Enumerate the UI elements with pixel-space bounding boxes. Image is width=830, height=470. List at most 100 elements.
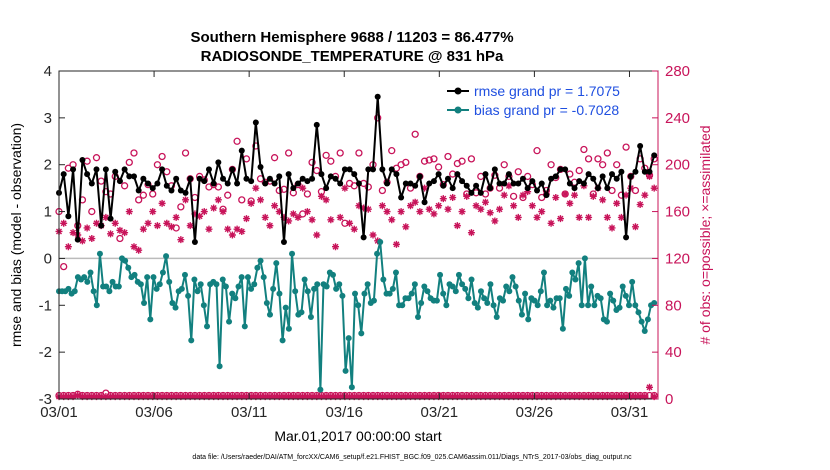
bias-point — [339, 292, 346, 299]
rmse-point — [440, 182, 447, 189]
rmse-point — [84, 171, 91, 178]
bias-point — [156, 281, 163, 288]
obs-possible-point — [303, 190, 312, 198]
bias-point — [109, 278, 116, 285]
obs-possible-point — [120, 182, 129, 190]
obs-bottom-assimilated-point — [580, 393, 588, 401]
bias-point — [522, 290, 529, 297]
obs-bottom-assimilated-point — [322, 393, 330, 401]
obs-assimilated-point — [613, 199, 621, 207]
bias-point — [619, 283, 626, 290]
obs-assimilated-point — [519, 191, 527, 199]
obs-possible-point — [92, 154, 101, 162]
bias-point — [465, 295, 472, 302]
obs-possible-point — [575, 166, 583, 175]
bias-point — [270, 285, 277, 292]
obs-bottom-assimilated-point — [116, 393, 124, 401]
obs-bottom-assimilated-point — [378, 393, 386, 401]
obs-possible-point — [224, 191, 232, 199]
y-right-tick-label: 80 — [665, 297, 682, 314]
obs-possible-point — [158, 152, 166, 161]
x-axis-label: Mar.01,2017 00:00:00 start — [274, 428, 441, 444]
rmse-point — [337, 180, 344, 187]
obs-assimilated-point — [486, 209, 494, 217]
bias-point — [103, 283, 110, 290]
bias-point — [629, 278, 636, 285]
bias-point — [355, 302, 362, 309]
x-tick-label: 03/31 — [611, 404, 649, 421]
rmse-point — [346, 166, 353, 173]
bias-point — [540, 269, 547, 276]
obs-assimilated-point — [472, 202, 480, 210]
obs-bottom-assimilated-point — [641, 393, 649, 401]
obs-assimilated-point — [60, 219, 68, 227]
rmse-point — [398, 194, 405, 201]
rmse-point — [370, 166, 377, 173]
bias-point — [626, 302, 633, 309]
obs-possible-point — [116, 234, 124, 243]
obs-bottom-assimilated-point — [200, 393, 208, 401]
obs-possible-point — [603, 149, 611, 157]
obs-bottom-assimilated-point — [289, 393, 297, 401]
obs-assimilated-point — [406, 202, 414, 210]
obs-assimilated-point — [317, 192, 325, 200]
obs-assimilated-point — [599, 196, 607, 204]
rmse-point — [580, 180, 587, 187]
obs-bottom-assimilated-point — [257, 393, 265, 401]
obs-possible-point — [88, 207, 96, 216]
rmse-point — [510, 180, 517, 187]
obs-possible-point — [322, 151, 330, 159]
bias-point — [251, 281, 258, 288]
rmse-point — [215, 159, 222, 166]
obs-bottom-assimilated-point — [92, 393, 100, 401]
rmse-point — [548, 175, 555, 182]
obs-assimilated-point — [242, 215, 250, 223]
obs-assimilated-point — [561, 190, 569, 198]
obs-possible-point — [125, 158, 133, 167]
rmse-point — [384, 180, 391, 187]
bias-point — [515, 297, 522, 304]
bias-point — [641, 328, 648, 335]
bias-point — [644, 316, 651, 323]
obs-bottom-assimilated-point — [435, 393, 443, 401]
obs-bottom-assimilated-point — [252, 393, 260, 401]
obs-possible-point — [378, 186, 387, 195]
obs-assimilated-point — [388, 216, 396, 224]
rmse-point — [651, 152, 658, 159]
obs-bottom-assimilated-point — [158, 393, 166, 401]
obs-assimilated-point — [228, 231, 236, 239]
bias-point — [433, 297, 440, 304]
obs-bottom-assimilated-point — [346, 393, 354, 401]
rmse-point — [534, 187, 541, 194]
obs-bottom-assimilated-point — [439, 393, 447, 401]
bias-point — [204, 323, 211, 330]
obs-bottom-assimilated-point — [261, 393, 269, 401]
obs-bottom-assimilated-point — [449, 393, 457, 401]
rmse-point — [491, 166, 498, 173]
obs-assimilated-point — [641, 191, 649, 199]
y-right-tick-label: 40 — [665, 344, 682, 361]
bias-point — [569, 269, 576, 276]
bias-point — [166, 278, 173, 285]
obs-assimilated-point — [252, 184, 260, 192]
obs-assimilated-point — [369, 231, 377, 239]
obs-assimilated-point — [275, 208, 283, 216]
rmse-point — [449, 185, 456, 192]
obs-bottom-assimilated-point — [585, 393, 593, 401]
bias-point — [556, 295, 563, 302]
obs-assimilated-point — [233, 225, 241, 233]
obs-bottom-assimilated-point — [491, 393, 499, 401]
bias-point — [635, 309, 642, 316]
obs-bottom-assimilated-point — [153, 393, 161, 401]
obs-bottom-assimilated-point — [271, 393, 279, 401]
bias-point — [289, 250, 296, 257]
obs-possible-point — [514, 168, 522, 176]
obs-bottom-assimilated-point — [392, 393, 400, 401]
obs-assimilated-point — [210, 204, 218, 212]
obs-bottom-assimilated-point — [388, 393, 396, 401]
bias-point — [440, 290, 447, 297]
bias-point — [263, 299, 270, 306]
obs-assimilated-point — [585, 213, 593, 221]
bias-point — [421, 283, 428, 290]
bias-point — [276, 290, 283, 297]
